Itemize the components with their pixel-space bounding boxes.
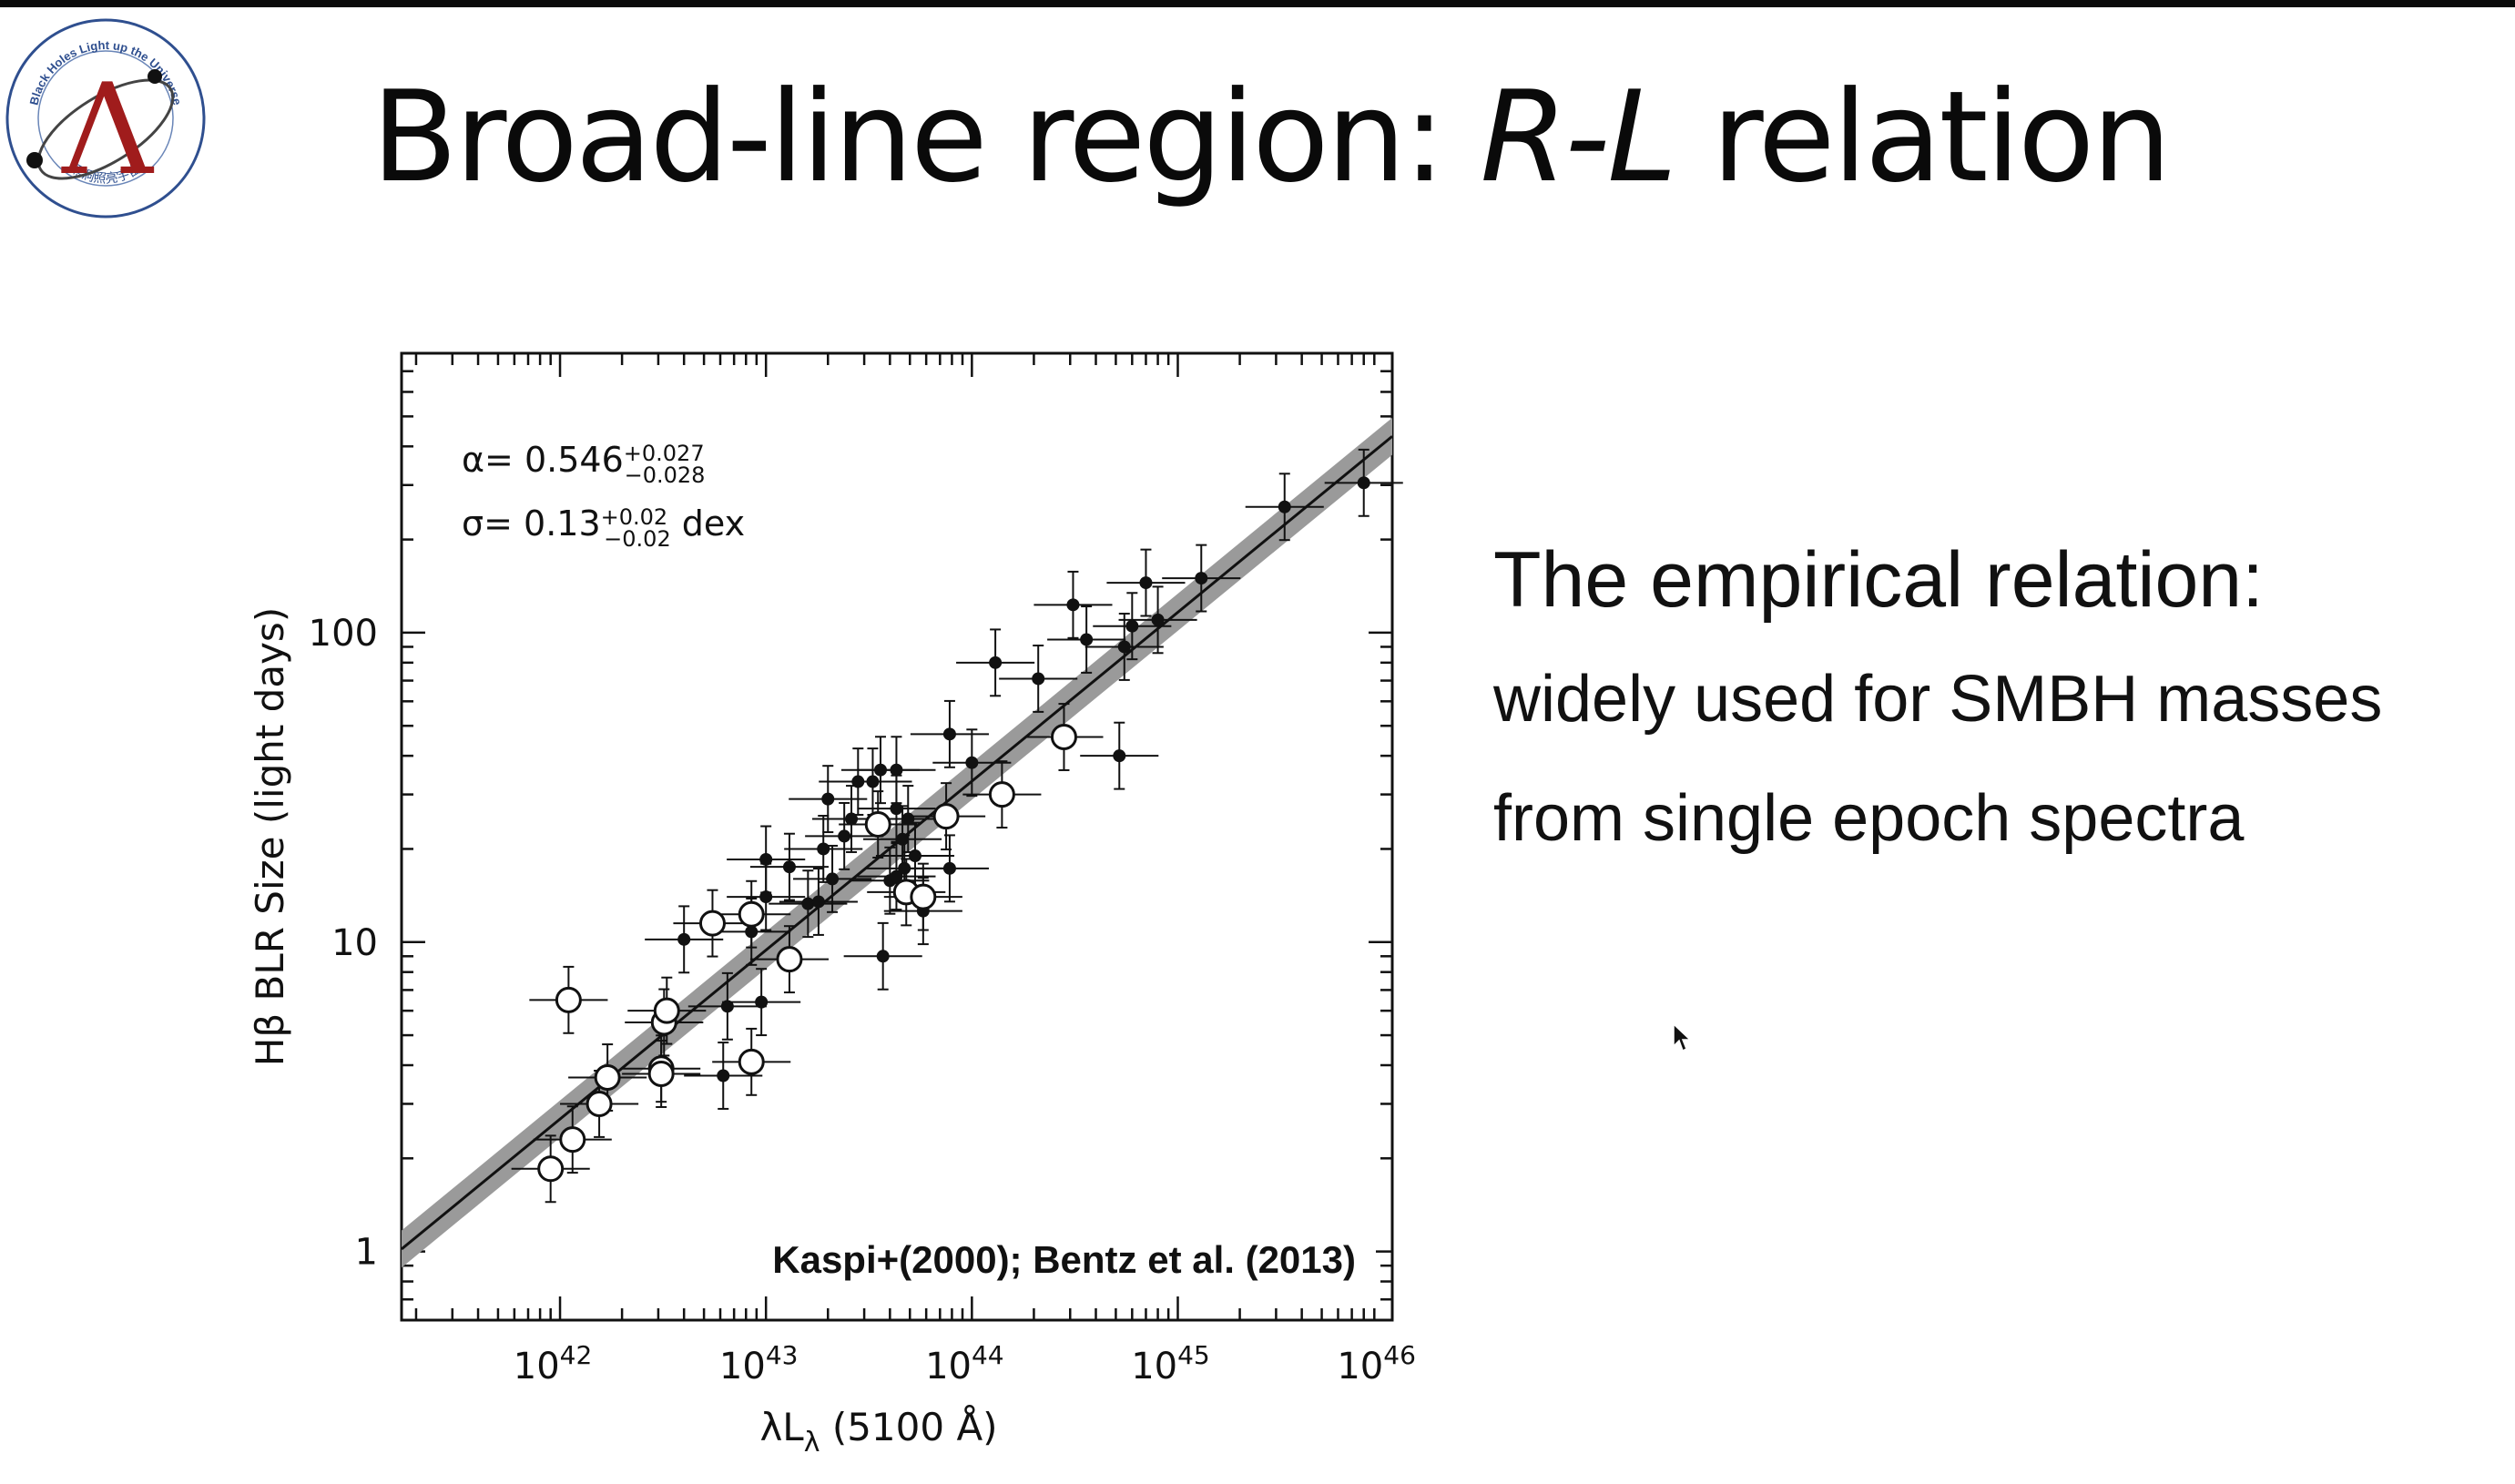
black-holes-logo: Black Holes Light up the Universe 黑洞照亮宇宙… bbox=[5, 18, 206, 219]
data-point-filled bbox=[1066, 598, 1080, 612]
citation-text: Kaspi+(2000); Bentz et al. (2013) bbox=[772, 1238, 1356, 1281]
data-point-filled bbox=[745, 925, 759, 939]
data-point-filled bbox=[782, 860, 796, 874]
data-point-open bbox=[738, 1048, 765, 1075]
data-point-filled bbox=[759, 890, 773, 904]
data-point-filled bbox=[965, 756, 979, 769]
x-tick-label-1: 1043 bbox=[719, 1340, 799, 1387]
data-point-filled bbox=[845, 812, 859, 826]
y-tick-label-2: 100 bbox=[309, 613, 378, 655]
data-point-filled bbox=[1032, 672, 1045, 686]
x-tick-label-0: 1042 bbox=[514, 1340, 593, 1387]
data-point-filled bbox=[838, 829, 851, 843]
data-point-open bbox=[594, 1064, 621, 1092]
data-point-open bbox=[555, 986, 582, 1013]
data-point-filled bbox=[896, 832, 910, 846]
data-point-filled bbox=[1117, 640, 1131, 654]
data-point-filled bbox=[677, 932, 691, 946]
y-tick-label-1: 10 bbox=[331, 922, 378, 964]
side-heading: The empirical relation: bbox=[1493, 536, 2265, 624]
data-point-filled bbox=[1357, 476, 1370, 490]
data-point-filled bbox=[1080, 633, 1094, 646]
data-point-filled bbox=[898, 861, 911, 875]
data-point-filled bbox=[1151, 613, 1165, 626]
data-point-filled bbox=[759, 852, 773, 866]
data-point-filled bbox=[901, 812, 915, 826]
data-point-filled bbox=[1125, 619, 1139, 633]
x-tick-label-4: 1046 bbox=[1337, 1340, 1416, 1387]
data-point-filled bbox=[876, 950, 890, 963]
data-point-filled bbox=[1195, 572, 1208, 585]
data-point-open bbox=[988, 781, 1015, 808]
data-point-open bbox=[1050, 724, 1077, 751]
data-point-open bbox=[585, 1090, 613, 1117]
title-tail: relation bbox=[1675, 64, 2172, 210]
data-point-open bbox=[932, 803, 960, 830]
x-tick-label-3: 1045 bbox=[1131, 1340, 1210, 1387]
data-point-filled bbox=[851, 775, 865, 788]
data-point-filled bbox=[720, 1000, 734, 1013]
data-point-filled bbox=[1278, 500, 1291, 513]
data-point-open bbox=[698, 910, 726, 937]
x-axis-label: λLλ (5100 Å) bbox=[759, 1404, 997, 1457]
x-tick-label-2: 1044 bbox=[925, 1340, 1004, 1387]
data-point-open bbox=[910, 883, 937, 910]
citation-backing bbox=[718, 1231, 1376, 1289]
data-point-filled bbox=[826, 872, 840, 886]
data-point-open bbox=[647, 1061, 675, 1088]
slide-title: Broad-line region: R-L relation bbox=[372, 64, 2172, 210]
y-axis-label: Hβ BLR Size (light days) bbox=[248, 607, 292, 1066]
data-point-open bbox=[537, 1155, 565, 1183]
data-point-open bbox=[559, 1126, 586, 1154]
side-text-block: The empirical relation: widely used for … bbox=[1493, 537, 2495, 902]
mouse-cursor-icon bbox=[1673, 1022, 1692, 1052]
data-point-filled bbox=[890, 763, 903, 777]
data-point-filled bbox=[866, 775, 880, 788]
data-point-filled bbox=[1113, 749, 1126, 763]
data-point-filled bbox=[890, 802, 903, 816]
rl-relation-chart: 1042 1043 1044 1045 1046 1 10 100 λLλ (5100 Å) Hβ… bbox=[248, 351, 1416, 1457]
title-italic: R-L bbox=[1480, 64, 1677, 210]
data-point-filled bbox=[717, 1069, 730, 1083]
data-point-filled bbox=[873, 763, 887, 777]
data-point-open bbox=[864, 811, 891, 839]
data-point-filled bbox=[801, 897, 815, 910]
top-bar bbox=[0, 0, 2515, 7]
data-point-filled bbox=[942, 861, 956, 875]
fit-alpha-annotation: α= 0.546+0.027 −0.028 bbox=[462, 440, 705, 488]
side-line-1: widely used for SMBH masses bbox=[1493, 662, 2383, 736]
data-point-filled bbox=[821, 792, 835, 806]
data-point-filled bbox=[1139, 576, 1153, 590]
side-line-2: from single epoch spectra bbox=[1493, 781, 2245, 855]
data-point-open bbox=[776, 946, 803, 973]
y-tick-label-0: 1 bbox=[355, 1232, 378, 1274]
data-point-filled bbox=[890, 869, 903, 883]
logo-letter: Λ bbox=[61, 56, 154, 203]
data-point-open bbox=[738, 900, 765, 928]
data-point-filled bbox=[817, 842, 830, 856]
data-point-filled bbox=[755, 995, 769, 1009]
fit-sigma-annotation: σ= 0.13+0.02 −0.02 dex bbox=[462, 503, 745, 552]
data-point-filled bbox=[989, 656, 1003, 669]
data-point-filled bbox=[942, 727, 956, 741]
data-point-filled bbox=[908, 849, 921, 863]
title-main: Broad-line region: bbox=[372, 64, 1481, 210]
data-point-filled bbox=[811, 895, 825, 909]
data-point-open bbox=[653, 997, 680, 1024]
